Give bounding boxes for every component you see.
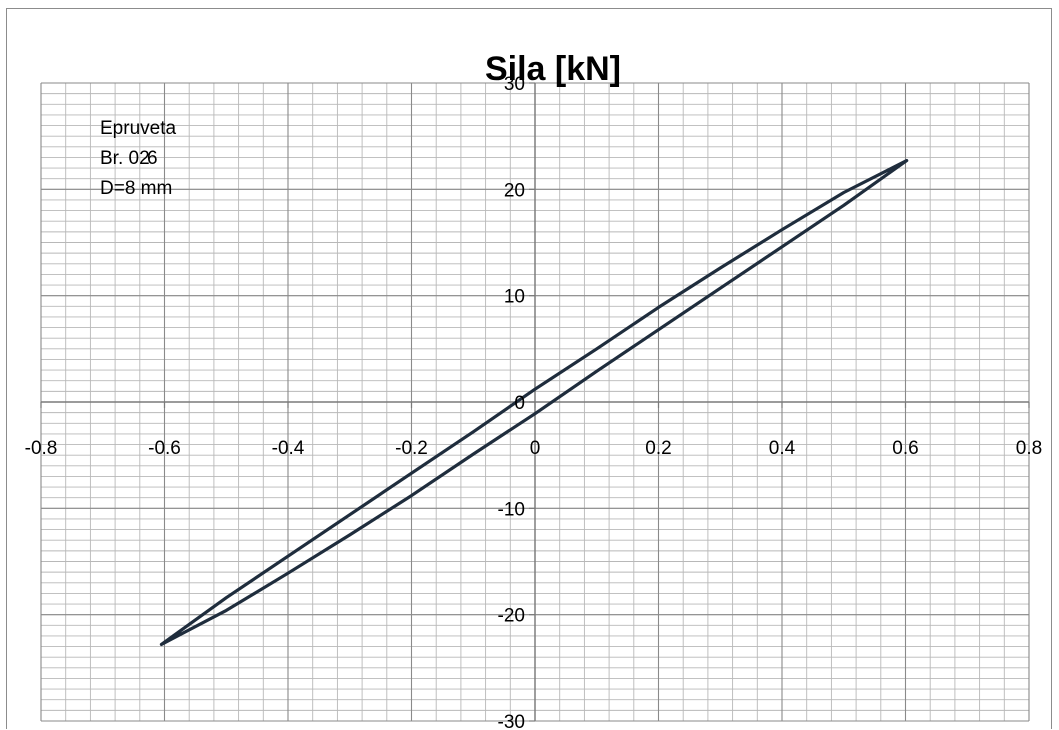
- y-tick-label: 0: [514, 393, 525, 414]
- y-tick-label: 30: [504, 74, 525, 95]
- chart-frame: -0.8 -0.6 -0.4 -0.2 0 0.2 0.4 0.6 0.8 -30 -20 -10 0…: [6, 8, 1052, 730]
- x-tick-label: 0.8: [1016, 438, 1042, 459]
- annotation-overprint: 6: [147, 148, 158, 169]
- x-tick-label: -0.4: [272, 438, 305, 459]
- x-tick-label: -0.2: [395, 438, 428, 459]
- y-tick-labels: -30 -20 -10 0 10 20 30: [498, 74, 525, 730]
- x-tick-label: 0.6: [892, 438, 918, 459]
- x-tick-label: -0.6: [148, 438, 181, 459]
- series-layer: [159, 159, 909, 646]
- axes: [40, 82, 1030, 722]
- y-tick-label: 10: [504, 287, 525, 308]
- x-tick-label: 0.2: [645, 438, 671, 459]
- x-tick-label: 0: [530, 438, 541, 459]
- annotation-line: D=8 mm: [100, 178, 172, 199]
- annotation-line: Br. 02: [100, 148, 150, 169]
- y-tick-label: 20: [504, 180, 525, 201]
- annotation-line: Epruveta: [100, 118, 176, 139]
- hysteresis-loop: [159, 159, 909, 646]
- annotation: Epruveta Br. 02 D=8 mm 6: [100, 118, 176, 199]
- y-tick-label: -10: [498, 499, 525, 520]
- chart-svg: -0.8 -0.6 -0.4 -0.2 0 0.2 0.4 0.6 0.8 -30 -20 -10 0…: [25, 50, 1043, 730]
- y-tick-label: -20: [498, 606, 525, 627]
- y-tick-label: -30: [498, 712, 525, 730]
- x-tick-labels: -0.8 -0.6 -0.4 -0.2 0 0.2 0.4 0.6 0.8: [25, 438, 1043, 459]
- chart-title: Sila [kN]: [485, 50, 621, 88]
- x-tick-label: 0.4: [769, 438, 796, 459]
- x-tick-label: -0.8: [25, 438, 58, 459]
